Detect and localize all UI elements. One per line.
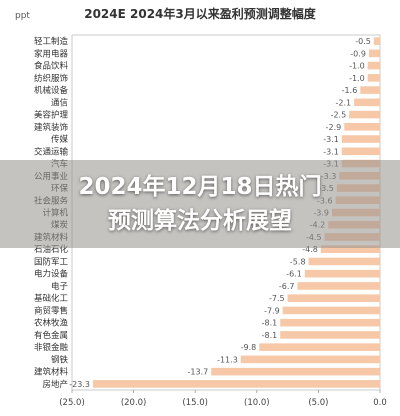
x-tick-label: (5.0): [308, 398, 328, 408]
category-label: 电子: [51, 281, 69, 292]
bar-value-label: -6.1: [286, 270, 302, 279]
bar-value-label: -3.1: [323, 147, 339, 156]
category-label: 钢铁: [51, 354, 69, 365]
headline-line-1: 2024年12月18日热门: [78, 174, 322, 200]
bar: [259, 343, 380, 351]
category-label: 传媒: [51, 134, 69, 145]
category-label: 纺织服饰: [34, 73, 69, 84]
bar-value-label: -2.9: [326, 123, 342, 132]
bar: [320, 245, 380, 254]
bar: [280, 331, 380, 339]
x-tick-label: (25.0): [59, 398, 85, 408]
bar: [367, 61, 380, 70]
bar-value-label: -5.8: [290, 257, 306, 266]
category-label: 商贸零售: [34, 305, 68, 316]
headline-banner: [0, 160, 400, 248]
bar-value-label: -4.8: [302, 245, 318, 254]
bar: [297, 282, 380, 290]
category-label: 美容护理: [34, 110, 69, 121]
bar-value-label: -0.5: [355, 37, 371, 46]
bar-value-label: -3.1: [323, 135, 339, 144]
category-label: 房地产: [42, 379, 68, 390]
category-label: 家用电器: [34, 48, 69, 59]
category-label: 食品饮料: [34, 61, 69, 72]
category-label: 有色金属: [34, 330, 68, 341]
category-label: 轻工制造: [34, 36, 69, 47]
bar: [341, 147, 380, 156]
x-tick-label: 0.0: [373, 398, 387, 408]
category-label: 通信: [51, 97, 69, 108]
category-label: 基础化工: [34, 293, 69, 304]
bar: [92, 380, 380, 388]
bar-value-label: -8.1: [262, 331, 278, 340]
bar-value-label: -2.5: [331, 111, 347, 120]
bar: [367, 74, 380, 82]
bar-value-label: -0.9: [350, 49, 366, 58]
bar: [341, 135, 380, 143]
category-label: 建筑装饰: [34, 122, 69, 133]
bar: [368, 49, 380, 58]
unit-label: ppt: [15, 11, 30, 21]
headline: 2024年12月18日热门 预测算法分析展望: [0, 170, 400, 238]
category-label: 国防军工: [34, 256, 69, 267]
bar: [282, 306, 380, 315]
bar: [373, 37, 380, 45]
bar-value-label: -7.5: [269, 294, 285, 303]
bar-value-label: -23.3: [69, 380, 90, 389]
category-label: 交通运输: [34, 146, 69, 157]
bar-value-label: -1.0: [349, 62, 365, 71]
x-tick-label: (20.0): [121, 398, 147, 408]
bar-value-label: -7.9: [264, 306, 280, 315]
category-label: 机械设备: [34, 85, 69, 96]
bar-value-label: -1.0: [349, 74, 365, 83]
bar: [240, 355, 380, 364]
bar: [211, 367, 380, 376]
bar: [349, 110, 380, 119]
x-tick-label: (10.0): [244, 398, 270, 408]
bar-value-label: -1.6: [342, 86, 358, 95]
bar: [354, 98, 380, 107]
bar: [280, 318, 380, 327]
category-label: 建筑材料: [34, 367, 69, 378]
chart-title: 2024E 2024年3月以来盈利预测调整幅度: [84, 7, 316, 21]
bar: [287, 294, 380, 302]
bar-value-label: -8.1: [262, 319, 278, 328]
bar: [304, 269, 380, 278]
x-tick-label: (15.0): [182, 398, 208, 408]
category-label: 农林牧渔: [34, 318, 69, 329]
bar-value-label: -11.3: [217, 355, 238, 364]
bar: [360, 86, 380, 94]
category-label: 非银金融: [34, 342, 69, 353]
bar-value-label: -9.8: [241, 343, 257, 352]
category-label: 电力设备: [34, 269, 69, 280]
category-label: 石油石化: [34, 244, 69, 255]
bar: [308, 257, 380, 266]
bar-value-label: -6.7: [279, 282, 295, 291]
bar-value-label: -13.7: [188, 368, 209, 377]
bar: [344, 123, 380, 131]
bar-value-label: -2.1: [336, 98, 352, 107]
headline-line-2: 预测算法分析展望: [108, 208, 292, 234]
